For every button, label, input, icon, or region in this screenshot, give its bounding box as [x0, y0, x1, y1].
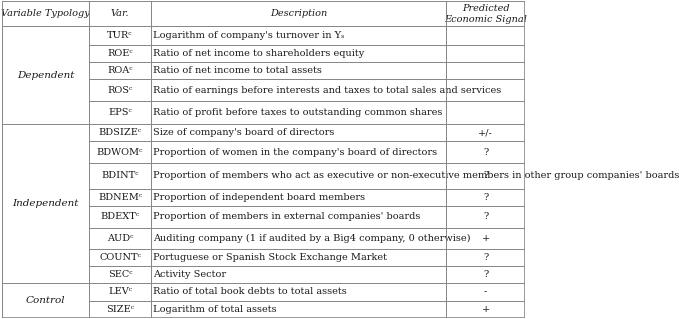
Bar: [446, 300, 525, 318]
Text: +: +: [481, 234, 490, 243]
Text: Proportion of independent board members: Proportion of independent board members: [153, 193, 365, 202]
Bar: [151, 206, 446, 228]
Bar: [151, 300, 446, 318]
Text: COUNTᶜ: COUNTᶜ: [99, 253, 141, 262]
Text: Control: Control: [26, 296, 65, 305]
Text: Portuguese or Spanish Stock Exchange Market: Portuguese or Spanish Stock Exchange Mar…: [153, 253, 387, 262]
Bar: [151, 141, 446, 163]
Bar: [1, 284, 90, 318]
Bar: [446, 141, 525, 163]
Bar: [151, 79, 446, 101]
Text: Ratio of profit before taxes to outstanding common shares: Ratio of profit before taxes to outstand…: [153, 108, 443, 117]
Bar: [151, 163, 446, 189]
Bar: [90, 189, 151, 206]
Bar: [446, 266, 525, 284]
Bar: [1, 26, 90, 124]
Bar: [90, 300, 151, 318]
Bar: [151, 26, 446, 45]
Bar: [90, 141, 151, 163]
Bar: [446, 206, 525, 228]
Text: +/-: +/-: [478, 128, 493, 137]
Text: Ratio of earnings before interests and taxes to total sales and services: Ratio of earnings before interests and t…: [153, 85, 502, 94]
Text: Ratio of net income to total assets: Ratio of net income to total assets: [153, 66, 323, 75]
Text: Var.: Var.: [111, 9, 130, 19]
Text: Variable Typology: Variable Typology: [1, 9, 90, 19]
Text: ?: ?: [483, 193, 488, 202]
Text: EPSᶜ: EPSᶜ: [108, 108, 132, 117]
Bar: [446, 79, 525, 101]
Bar: [446, 26, 525, 45]
Bar: [90, 26, 151, 45]
Text: -: -: [484, 287, 488, 296]
Text: Independent: Independent: [12, 199, 79, 208]
Bar: [151, 124, 446, 141]
Bar: [90, 124, 151, 141]
Bar: [90, 228, 151, 249]
Text: TURᶜ: TURᶜ: [107, 31, 133, 40]
Bar: [151, 62, 446, 79]
Text: Ratio of net income to shareholders equity: Ratio of net income to shareholders equi…: [153, 49, 365, 58]
Text: Dependent: Dependent: [17, 71, 74, 80]
Bar: [90, 101, 151, 124]
Text: Proportion of members in external companies' boards: Proportion of members in external compan…: [153, 212, 421, 221]
Text: ?: ?: [483, 148, 488, 157]
Bar: [90, 62, 151, 79]
Text: ROEᶜ: ROEᶜ: [107, 49, 133, 58]
Text: Predicted
Economic Signal: Predicted Economic Signal: [444, 4, 527, 24]
Text: Proportion of women in the company's board of directors: Proportion of women in the company's boa…: [153, 148, 437, 157]
Text: BDWOMᶜ: BDWOMᶜ: [97, 148, 143, 157]
Bar: [151, 284, 446, 300]
Bar: [151, 266, 446, 284]
Text: ?: ?: [483, 212, 488, 221]
Text: Size of company's board of directors: Size of company's board of directors: [153, 128, 335, 137]
Bar: [446, 2, 525, 26]
Text: +: +: [481, 305, 490, 314]
Text: Activity Sector: Activity Sector: [153, 271, 226, 279]
Text: BDSIZEᶜ: BDSIZEᶜ: [98, 128, 142, 137]
Text: SIZEᶜ: SIZEᶜ: [106, 305, 134, 314]
Bar: [446, 163, 525, 189]
Bar: [446, 62, 525, 79]
Bar: [446, 249, 525, 266]
Text: ?: ?: [483, 253, 488, 262]
Bar: [90, 266, 151, 284]
Text: AUDᶜ: AUDᶜ: [107, 234, 133, 243]
Bar: [1, 2, 90, 26]
Bar: [90, 206, 151, 228]
Bar: [446, 189, 525, 206]
Text: Logarithm of company's turnover in Yₛ: Logarithm of company's turnover in Yₛ: [153, 31, 345, 40]
Bar: [446, 45, 525, 62]
Text: SECᶜ: SECᶜ: [108, 271, 132, 279]
Text: BDNEMᶜ: BDNEMᶜ: [98, 193, 142, 202]
Text: ROSᶜ: ROSᶜ: [107, 85, 133, 94]
Bar: [90, 284, 151, 300]
Bar: [446, 228, 525, 249]
Bar: [151, 2, 446, 26]
Bar: [151, 101, 446, 124]
Text: ROAᶜ: ROAᶜ: [107, 66, 133, 75]
Text: Description: Description: [270, 9, 327, 19]
Bar: [151, 249, 446, 266]
Bar: [446, 284, 525, 300]
Text: ?: ?: [483, 171, 488, 181]
Bar: [90, 79, 151, 101]
Bar: [151, 228, 446, 249]
Bar: [446, 124, 525, 141]
Bar: [151, 45, 446, 62]
Text: BDEXTᶜ: BDEXTᶜ: [100, 212, 140, 221]
Bar: [1, 124, 90, 284]
Text: Ratio of total book debts to total assets: Ratio of total book debts to total asset…: [153, 287, 347, 296]
Text: LEVᶜ: LEVᶜ: [108, 287, 132, 296]
Bar: [90, 2, 151, 26]
Text: Logarithm of total assets: Logarithm of total assets: [153, 305, 277, 314]
Bar: [446, 101, 525, 124]
Bar: [90, 45, 151, 62]
Bar: [151, 189, 446, 206]
Bar: [90, 163, 151, 189]
Text: Proportion of members who act as executive or non-executive members in other gro: Proportion of members who act as executi…: [153, 171, 679, 181]
Text: ?: ?: [483, 271, 488, 279]
Text: Auditing company (1 if audited by a Big4 company, 0 otherwise): Auditing company (1 if audited by a Big4…: [153, 234, 471, 243]
Text: BDINTᶜ: BDINTᶜ: [101, 171, 139, 181]
Bar: [90, 249, 151, 266]
